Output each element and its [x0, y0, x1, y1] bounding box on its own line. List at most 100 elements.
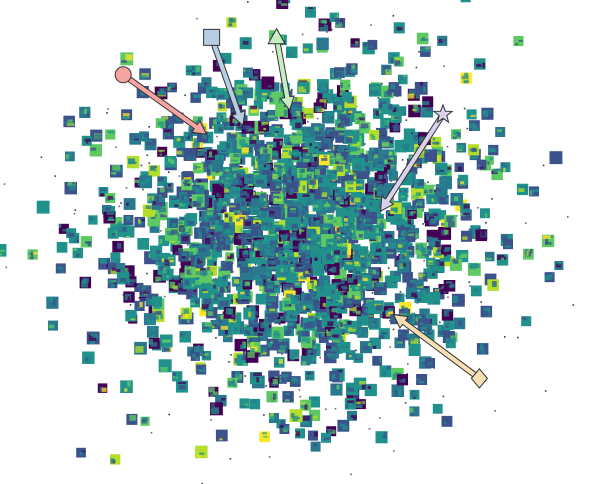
- image-thumbnail-point: [427, 268, 438, 279]
- image-thumbnail-point: [353, 353, 364, 363]
- image-thumbnail-point: [516, 183, 529, 196]
- image-thumbnail-point: [199, 270, 212, 283]
- dust-point: [160, 230, 162, 232]
- image-thumbnail-point: [345, 350, 356, 360]
- image-thumbnail-point: [491, 168, 503, 181]
- image-thumbnail-point: [139, 68, 151, 80]
- image-thumbnail-point: [287, 206, 299, 218]
- image-thumbnail-point: [116, 271, 130, 285]
- image-thumbnail-point: [432, 403, 443, 414]
- image-thumbnail-point: [155, 118, 166, 128]
- star-highlight-arrow: [380, 103, 454, 213]
- image-thumbnail-point: [157, 176, 168, 187]
- image-thumbnail-point: [488, 144, 499, 156]
- image-thumbnail-point: [27, 249, 38, 260]
- dust-point: [390, 180, 392, 183]
- image-thumbnail-point: [123, 198, 136, 210]
- dust-point: [187, 244, 189, 246]
- image-thumbnail-point: [521, 316, 532, 327]
- image-thumbnail-point: [289, 376, 301, 387]
- image-thumbnail-point: [283, 283, 295, 296]
- image-thumbnail-point: [282, 238, 293, 249]
- dust-point: [3, 183, 6, 185]
- image-thumbnail-point: [112, 240, 124, 253]
- image-thumbnail-point: [139, 131, 149, 142]
- image-thumbnail-point: [239, 398, 250, 409]
- dust-point: [148, 126, 150, 128]
- image-thumbnail-point: [198, 244, 210, 257]
- image-thumbnail-point: [367, 39, 378, 50]
- image-thumbnail-point: [286, 310, 298, 322]
- image-thumbnail-point: [372, 355, 383, 366]
- image-thumbnail-point: [266, 391, 278, 403]
- image-thumbnail-point: [290, 151, 302, 163]
- image-thumbnail-point: [369, 337, 381, 349]
- image-thumbnail-point: [88, 215, 98, 225]
- image-thumbnail-point: [76, 447, 86, 458]
- image-thumbnail-point: [220, 324, 232, 336]
- dust-point: [371, 292, 374, 294]
- image-thumbnail-point: [468, 144, 480, 156]
- image-thumbnail-point: [288, 257, 299, 267]
- image-thumbnail-point: [266, 296, 279, 309]
- image-thumbnail-point: [487, 279, 499, 291]
- dust-point: [229, 458, 232, 460]
- image-thumbnail-point: [351, 192, 362, 203]
- image-thumbnail-point: [216, 112, 227, 123]
- image-thumbnail-point: [164, 254, 176, 266]
- image-thumbnail-point: [223, 307, 236, 319]
- image-thumbnail-point: [125, 276, 137, 288]
- dust-point: [230, 354, 232, 356]
- image-thumbnail-point: [484, 155, 494, 165]
- image-thumbnail-point: [139, 175, 153, 189]
- image-thumbnail-point: [308, 430, 318, 441]
- image-thumbnail-point: [163, 182, 174, 193]
- image-thumbnail-point: [386, 248, 397, 259]
- image-thumbnail-point: [190, 351, 200, 361]
- image-thumbnail-point: [327, 262, 340, 276]
- image-thumbnail-point: [426, 257, 436, 267]
- image-thumbnail-point: [475, 229, 487, 242]
- image-thumbnail-point: [243, 307, 256, 320]
- image-thumbnail-point: [334, 195, 344, 205]
- image-thumbnail-point: [241, 145, 254, 158]
- image-thumbnail-point: [343, 259, 355, 271]
- image-thumbnail-point: [266, 339, 278, 351]
- image-thumbnail-point: [151, 249, 162, 260]
- image-thumbnail-point: [326, 239, 337, 250]
- image-thumbnail-point: [332, 249, 343, 260]
- image-thumbnail-point: [423, 184, 435, 196]
- image-thumbnail-point: [105, 193, 116, 203]
- image-thumbnail-point: [272, 171, 282, 182]
- image-thumbnail-point: [260, 111, 271, 122]
- image-thumbnail-point: [261, 76, 275, 90]
- image-thumbnail-point: [157, 187, 168, 198]
- image-thumbnail-point: [298, 243, 311, 256]
- image-thumbnail-point: [418, 272, 428, 282]
- diamond-highlight-arrow: [392, 313, 489, 389]
- image-thumbnail-point: [283, 325, 294, 337]
- dust-point: [442, 395, 445, 398]
- image-thumbnail-point: [327, 93, 337, 104]
- image-thumbnail-point: [220, 260, 231, 271]
- dust-point: [405, 119, 408, 121]
- dust-point: [392, 328, 395, 331]
- image-thumbnail-point: [480, 305, 493, 318]
- dust-point: [389, 346, 391, 348]
- image-thumbnail-point: [316, 175, 329, 188]
- image-thumbnail-point: [184, 214, 196, 227]
- dust-point: [469, 285, 471, 287]
- image-thumbnail-point: [347, 410, 357, 421]
- image-thumbnail-point: [125, 309, 137, 322]
- image-thumbnail-point: [428, 215, 440, 226]
- image-thumbnail-point: [360, 341, 373, 354]
- image-thumbnail-point: [523, 248, 534, 260]
- image-thumbnail-point: [374, 172, 384, 182]
- image-thumbnail-point: [110, 454, 121, 465]
- dust-point: [316, 117, 319, 120]
- dust-point: [334, 407, 337, 410]
- image-thumbnail-point: [388, 82, 400, 93]
- dust-point: [422, 223, 424, 225]
- image-thumbnail-point: [239, 37, 252, 50]
